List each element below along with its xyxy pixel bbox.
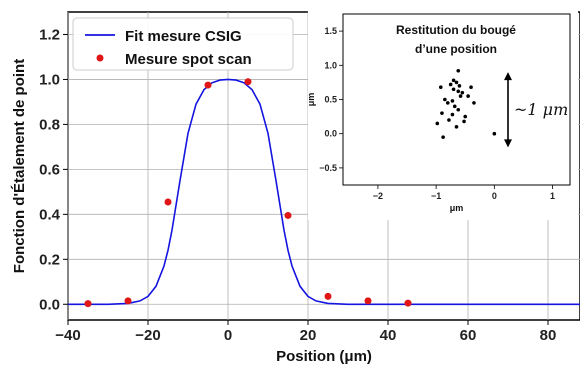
x-tick-label: 60 xyxy=(460,327,477,344)
y-tick-label: 0.6 xyxy=(39,161,60,178)
measure-point xyxy=(204,81,212,89)
inset-point xyxy=(456,68,461,73)
legend-fit-label: Fit mesure CSIG xyxy=(125,28,242,45)
inset-point xyxy=(469,85,473,89)
inset-point xyxy=(463,114,468,119)
measure-point xyxy=(284,211,292,219)
inset-point xyxy=(456,107,461,112)
inset-point xyxy=(447,118,451,122)
inset-plot: Restitution du bougé d’une position −2 −1… xyxy=(306,10,578,220)
inset-point xyxy=(438,85,443,89)
y-tick-label: 1.2 xyxy=(39,26,60,43)
arrow-head-up xyxy=(504,72,512,81)
inset-x-tick-label: 1 xyxy=(550,191,555,201)
inset-point xyxy=(454,80,459,85)
measure-point xyxy=(124,297,132,305)
main-y-tick-labels: 0.0 0.2 0.4 0.6 0.8 1.0 1.2 xyxy=(39,26,61,313)
inset-point xyxy=(492,131,497,136)
main-y-axis-label: Fonction d'Étalement de point xyxy=(11,59,28,273)
inset-point xyxy=(460,90,465,95)
inset-series xyxy=(435,68,497,139)
inset-title-line-2: d’une position xyxy=(415,42,497,56)
arrow-head-down xyxy=(504,139,512,148)
inset-annotation: ~1 μm xyxy=(514,100,568,119)
inset-y-tick-label: −0.5 xyxy=(319,163,337,173)
measure-point xyxy=(404,299,412,307)
inset-point xyxy=(450,112,455,117)
inset-point xyxy=(451,87,456,92)
measure-point xyxy=(324,292,332,300)
inset-point xyxy=(458,94,463,98)
inset-point xyxy=(443,97,447,102)
double-arrow-icon xyxy=(504,72,512,148)
inset-x-tick-label: 0 xyxy=(492,191,497,201)
main-series xyxy=(68,78,580,308)
inset-point xyxy=(452,104,457,109)
legend: Fit mesure CSIG Mesure spot scan xyxy=(72,17,294,71)
x-tick-label: 0 xyxy=(224,327,232,344)
inset-y-tick-labels: −0.5 0.0 0.5 1.0 1.5 xyxy=(319,26,343,173)
inset-y-tick-label: 0.5 xyxy=(324,95,337,105)
inset-point xyxy=(451,78,456,83)
measure-point xyxy=(84,300,92,308)
y-tick-label: 0.4 xyxy=(39,206,61,223)
inset-y-tick-label: 1.5 xyxy=(324,26,337,36)
main-x-tick-labels: −40 −20 0 20 40 60 80 xyxy=(55,327,556,344)
inset-point xyxy=(450,99,455,103)
x-tick-label: 40 xyxy=(380,327,397,344)
y-tick-label: 0.8 xyxy=(39,116,60,133)
main-x-axis-label: Position (μm) xyxy=(276,348,372,365)
inset-x-axis-label: μm xyxy=(450,203,464,213)
x-tick-label: 20 xyxy=(300,327,317,344)
inset-y-tick-label: 0.0 xyxy=(324,129,337,139)
inset-point xyxy=(454,125,459,129)
inset-point xyxy=(466,94,470,98)
inset-point xyxy=(441,135,445,139)
measure-point xyxy=(164,198,172,206)
legend-measure-marker-icon xyxy=(96,54,104,62)
inset-x-tick-label: −2 xyxy=(373,191,383,201)
inset-y-tick-label: 1.0 xyxy=(324,60,337,70)
measure-point xyxy=(244,78,252,86)
y-tick-label: 1.0 xyxy=(39,71,60,88)
inset-x-tick-label: −1 xyxy=(431,191,441,201)
y-tick-label: 0.0 xyxy=(39,296,60,313)
inset-x-tick-labels: −2 −1 0 1 xyxy=(373,185,555,201)
inset-title-line-1: Restitution du bougé xyxy=(396,23,516,37)
inset-point xyxy=(440,111,444,115)
inset-y-axis-label: μm xyxy=(306,93,316,107)
inset-point xyxy=(457,84,462,88)
y-tick-label: 0.2 xyxy=(39,251,60,268)
inset-point xyxy=(448,82,453,87)
inset-point xyxy=(435,121,440,126)
fit-curve-line xyxy=(68,78,580,306)
x-tick-label: −40 xyxy=(55,327,80,344)
x-tick-label: 80 xyxy=(540,327,557,344)
inset-point xyxy=(472,101,476,105)
x-tick-label: −20 xyxy=(135,327,160,344)
legend-measure-label: Mesure spot scan xyxy=(125,51,252,68)
measure-point xyxy=(364,297,372,305)
inset-point xyxy=(462,119,466,124)
inset-point xyxy=(456,89,461,94)
inset-point xyxy=(445,101,450,105)
